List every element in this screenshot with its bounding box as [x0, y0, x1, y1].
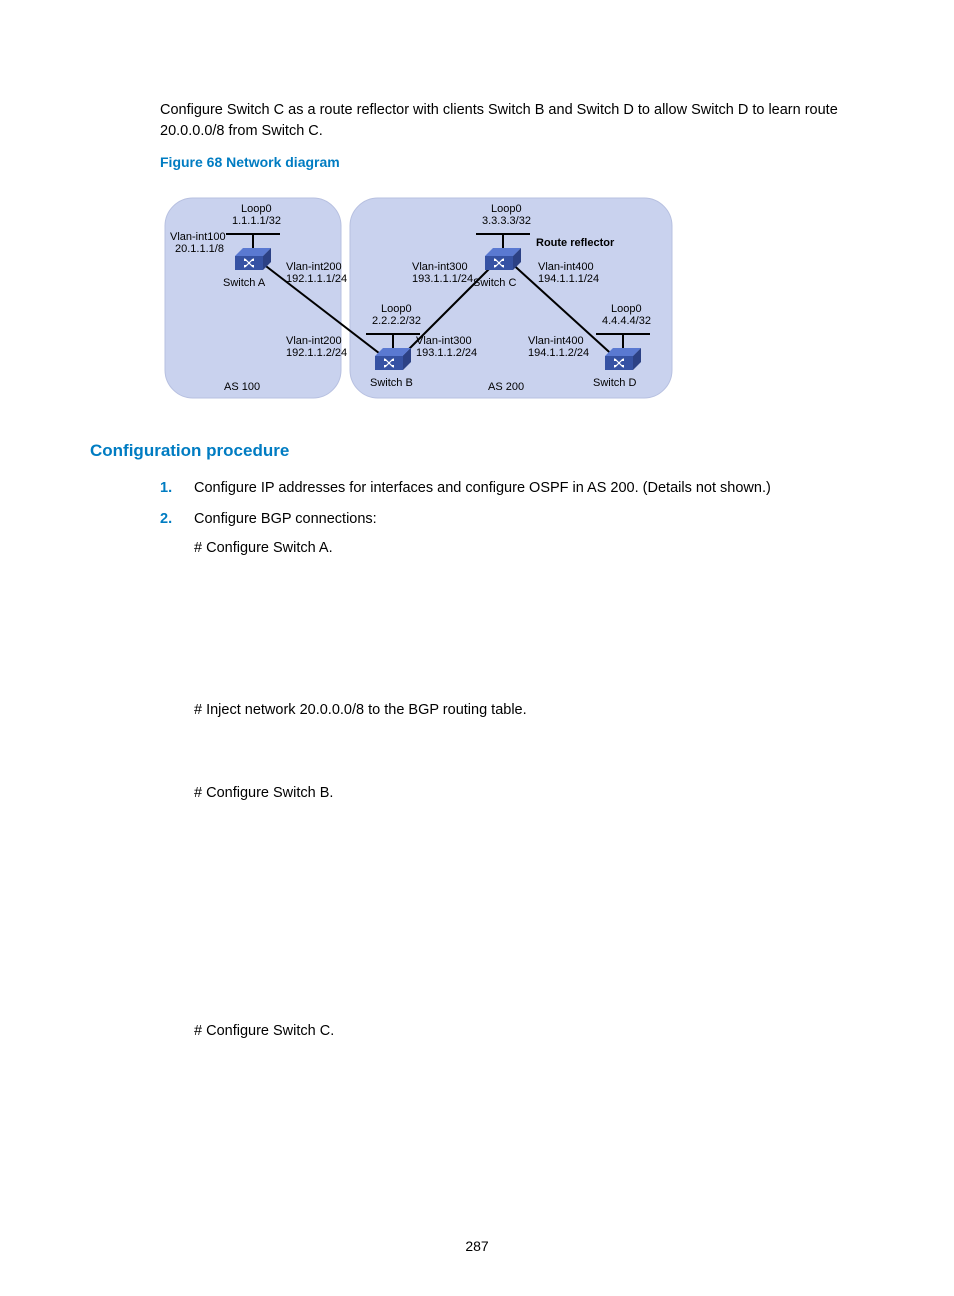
label-as100: AS 100: [224, 381, 260, 393]
vlan100-1: Vlan-int100: [170, 231, 226, 243]
step-2-text: Configure BGP connections:: [194, 511, 377, 527]
network-diagram: Switch A Switch C Switch B Switch D AS 1…: [160, 178, 864, 413]
step-2-sub: # Configure Switch A.: [194, 537, 864, 560]
vlan300b-2: 193.1.1.2/24: [416, 347, 477, 359]
vlan400c-1: Vlan-int400: [538, 261, 594, 273]
label-switch-c: Switch C: [473, 277, 516, 289]
loop0-d-2: 4.4.4.4/32: [602, 315, 651, 327]
step-1-number: 1.: [160, 477, 172, 500]
label-switch-d: Switch D: [593, 377, 636, 389]
page-number: 287: [0, 1238, 954, 1254]
vlan200b-2: 192.1.1.2/24: [286, 347, 347, 359]
vlan300c-2: 193.1.1.1/24: [412, 273, 473, 285]
vlan200a-1: Vlan-int200: [286, 261, 342, 273]
vlan400d-2: 194.1.1.2/24: [528, 347, 589, 359]
vlan300b-1: Vlan-int300: [416, 335, 472, 347]
label-switch-a: Switch A: [223, 277, 266, 289]
figure-caption: Figure 68 Network diagram: [160, 154, 864, 170]
vlan200a-2: 192.1.1.1/24: [286, 273, 347, 285]
vlan400d-1: Vlan-int400: [528, 335, 584, 347]
step-2-number: 2.: [160, 508, 172, 531]
label-route-reflector: Route reflector: [536, 237, 615, 249]
vlan400c-2: 194.1.1.1/24: [538, 273, 599, 285]
block-inject-network: # Inject network 20.0.0.0/8 to the BGP r…: [194, 699, 864, 722]
vlan200b-1: Vlan-int200: [286, 335, 342, 347]
step-2: 2. Configure BGP connections: # Configur…: [160, 508, 864, 560]
vlan100-2: 20.1.1.1/8: [175, 243, 224, 255]
label-switch-b: Switch B: [370, 377, 413, 389]
block-configure-switch-c: # Configure Switch C.: [194, 1020, 864, 1043]
loop0-d-1: Loop0: [611, 303, 642, 315]
loop0-c-1: Loop0: [491, 203, 522, 215]
block-configure-switch-b: # Configure Switch B.: [194, 782, 864, 805]
vlan300c-1: Vlan-int300: [412, 261, 468, 273]
loop0-a-2: 1.1.1.1/32: [232, 215, 281, 227]
loop0-a-1: Loop0: [241, 203, 272, 215]
intro-text: Configure Switch C as a route reflector …: [160, 100, 864, 142]
label-as200: AS 200: [488, 381, 524, 393]
step-1: 1. Configure IP addresses for interfaces…: [160, 477, 864, 500]
loop0-b-1: Loop0: [381, 303, 412, 315]
section-head-config-procedure: Configuration procedure: [90, 441, 864, 461]
step-1-text: Configure IP addresses for interfaces an…: [194, 480, 771, 496]
loop0-c-2: 3.3.3.3/32: [482, 215, 531, 227]
loop0-b-2: 2.2.2.2/32: [372, 315, 421, 327]
